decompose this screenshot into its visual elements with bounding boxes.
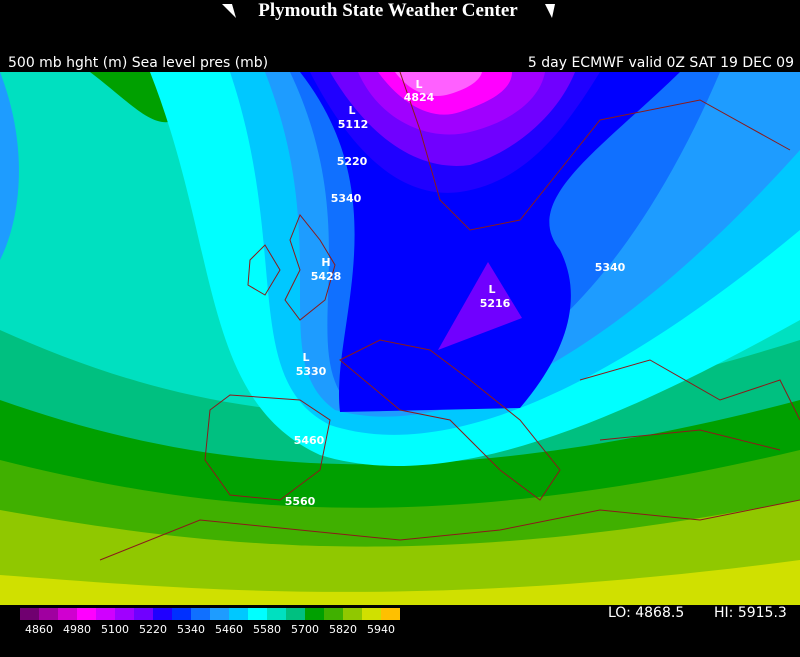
color-swatch: [305, 608, 324, 620]
coastline: [339, 339, 561, 501]
color-swatch: [153, 608, 172, 620]
color-swatch: [286, 608, 305, 620]
contour-label: L: [488, 283, 495, 296]
band: [438, 262, 522, 350]
colorbar-label: 5460: [215, 623, 243, 636]
subtitle-right: 5 day ECMWF valid 0Z SAT 19 DEC 09: [528, 55, 794, 71]
colorbar: 4860 4980 5100 5220 5340 5460 5580 5700 5820 5940: [20, 608, 400, 636]
coastline: [99, 499, 800, 561]
color-swatch: [267, 608, 286, 620]
color-swatch: [381, 608, 400, 620]
logo-left: [222, 4, 236, 18]
color-swatch: [39, 608, 58, 620]
colorbar-label: 4980: [63, 623, 91, 636]
coastline: [284, 214, 336, 321]
hi-value: HI: 5915.3: [714, 605, 787, 621]
contour-label: 5340: [331, 192, 362, 205]
colorbar-label: 5820: [329, 623, 357, 636]
contour-label: 5460: [294, 434, 325, 447]
title: Plymouth State Weather Center: [258, 0, 518, 21]
contour-label: 5216: [480, 297, 511, 310]
color-swatch: [362, 608, 381, 620]
colorbar-label: 5580: [253, 623, 281, 636]
contour-label: L: [348, 104, 355, 117]
colorbar-label: 5700: [291, 623, 319, 636]
coastline: [399, 72, 791, 231]
contour-label: L: [302, 351, 309, 364]
band: [395, 72, 482, 96]
map: L4824L511252205340H5428L52165340L5330546…: [0, 72, 800, 605]
contour-label: 5112: [338, 118, 369, 131]
logo-right: [545, 4, 555, 18]
contour-label: 5220: [337, 155, 368, 168]
contour-label: H: [321, 256, 330, 269]
color-swatch: [172, 608, 191, 620]
colorbar-label: 5220: [139, 623, 167, 636]
color-swatch: [191, 608, 210, 620]
colorbar-label: 4860: [25, 623, 53, 636]
color-swatch: [343, 608, 362, 620]
color-swatch: [134, 608, 153, 620]
band: [0, 72, 19, 260]
colorbar-label: 5940: [367, 623, 395, 636]
coastline: [204, 394, 331, 501]
color-swatch: [210, 608, 229, 620]
lo-value: LO: 4868.5: [608, 605, 684, 621]
color-swatch: [115, 608, 134, 620]
contour-label: 4824: [404, 91, 435, 104]
color-swatch: [20, 608, 39, 620]
color-swatch: [248, 608, 267, 620]
contour-label: 5560: [285, 495, 316, 508]
color-swatch: [96, 608, 115, 620]
contour-label: 5330: [296, 365, 327, 378]
color-swatch: [324, 608, 343, 620]
coastline: [247, 244, 281, 296]
color-swatch: [229, 608, 248, 620]
color-swatch: [77, 608, 96, 620]
coastline: [579, 359, 800, 451]
colorbar-label: 5100: [101, 623, 129, 636]
contour-label: 5428: [311, 270, 342, 283]
contour-label: 5340: [595, 261, 626, 274]
colorbar-label: 5340: [177, 623, 205, 636]
subtitle-left: 500 mb hght (m) Sea level pres (mb): [8, 55, 268, 71]
contour-label: L: [415, 78, 422, 91]
color-swatch: [58, 608, 77, 620]
